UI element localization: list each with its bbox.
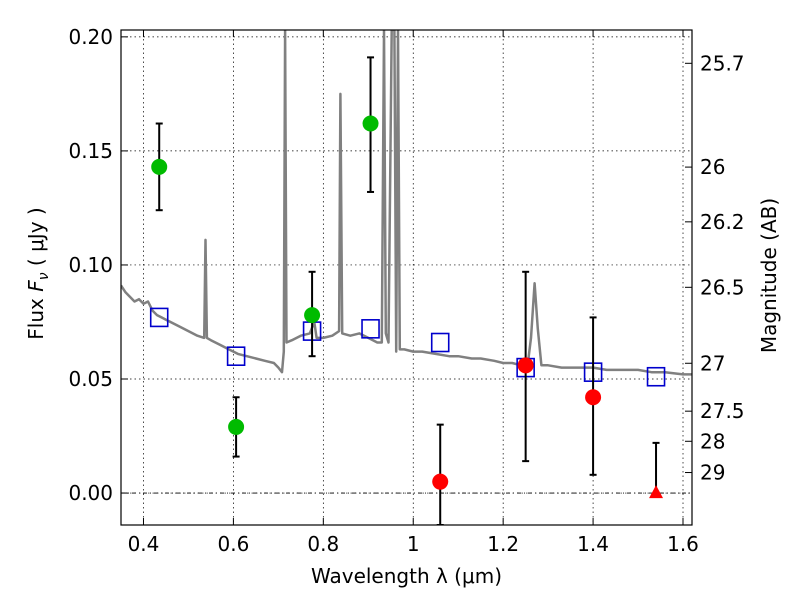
y2-tick-label: 26.2	[700, 210, 745, 234]
y2-tick-label: 27	[700, 351, 725, 375]
x-tick-label: 1.4	[577, 532, 609, 556]
model-photometry-square	[149, 307, 169, 328]
y-tick-label: 0.10	[68, 253, 113, 277]
y2-tick-label: 26.5	[700, 275, 745, 299]
upper-limit-marker	[649, 485, 664, 499]
detection-point	[228, 418, 245, 435]
model-photometry-square	[430, 332, 450, 353]
detection-point	[362, 115, 379, 132]
y-axis-title-subscript: ν	[36, 272, 52, 280]
y-axis-title-main: Flux	[24, 292, 48, 340]
y2-tick-label: 25.7	[700, 51, 745, 75]
grid-layer	[121, 30, 692, 525]
y2-tick-label: 26	[700, 155, 725, 179]
model-spectrum-line	[121, 30, 692, 376]
detection-point	[151, 158, 168, 175]
y-tick-label: 0.20	[68, 25, 113, 49]
y-tick-label: 0.15	[68, 139, 113, 163]
y2-tick-label: 28	[700, 429, 725, 453]
plot-frame	[120, 29, 693, 526]
detection-point	[304, 307, 321, 324]
y2-axis-title: Magnitude (AB)	[757, 198, 781, 353]
y-axis-title: Flux Fν ( μJy )	[24, 207, 52, 339]
x-axis-title: Wavelength λ (μm)	[311, 564, 502, 588]
nondetection-point	[585, 389, 602, 406]
x-tick-label: 1.2	[487, 532, 519, 556]
y2-tick-label: 27.5	[700, 399, 745, 423]
x-tick-label: 0.6	[217, 532, 249, 556]
y2-tick-label: 29	[700, 461, 725, 485]
y-tick-label: 0.05	[68, 367, 113, 391]
model-photometry-square	[361, 319, 380, 339]
plot-layer	[121, 30, 692, 525]
y-axis-title-unit: ( μJy )	[24, 207, 48, 272]
x-tick-label: 0.8	[307, 532, 339, 556]
y-axis-title-symbol: F	[24, 280, 48, 292]
model-photometry-square	[646, 366, 666, 387]
x-tick-label: 0.4	[128, 532, 160, 556]
x-tick-label: 1	[407, 532, 420, 556]
axis-layer: 0.4 0.6 0.8 1 1.2 1.4 1.6 0.00 0.05 0.10 0.15 0.20 2…	[68, 25, 744, 556]
nondetection-point	[517, 357, 534, 374]
nondetection-point	[432, 473, 449, 490]
x-tick-label: 1.6	[667, 532, 699, 556]
model-photometry-square	[226, 346, 246, 366]
y-tick-label: 0.00	[68, 481, 113, 505]
